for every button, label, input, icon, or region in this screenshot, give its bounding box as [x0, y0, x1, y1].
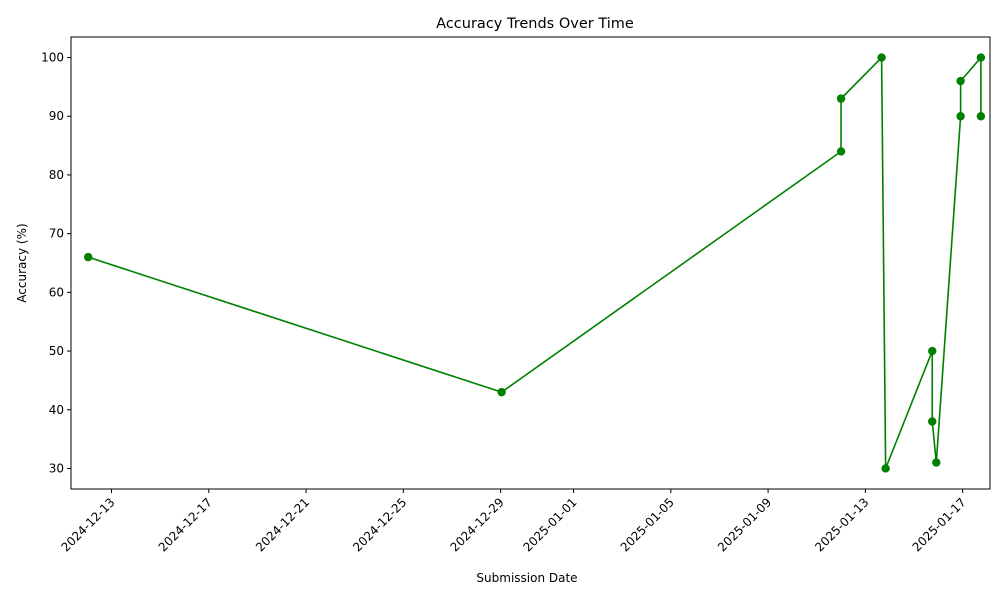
x-tick-label: 2024-12-29 — [448, 495, 507, 554]
data-point — [877, 53, 886, 62]
x-tick-label: 2025-01-17 — [910, 495, 969, 554]
y-tick-label: 100 — [41, 51, 64, 65]
data-point — [976, 112, 986, 121]
y-tick-label: 40 — [49, 403, 64, 417]
data-point — [928, 417, 937, 426]
data-point — [836, 147, 846, 156]
data-point — [836, 94, 846, 103]
data-point — [928, 346, 937, 356]
y-tick-label: 60 — [49, 285, 64, 299]
x-tick-label: 2024-12-13 — [58, 495, 117, 554]
x-tick-label: 2024-12-17 — [156, 495, 215, 554]
x-tick-label: 2025-01-09 — [715, 495, 774, 554]
x-tick-label: 2024-12-25 — [350, 495, 409, 554]
data-point — [84, 252, 93, 262]
x-axis-label: Submission Date — [476, 571, 577, 585]
x-tick-label: 2025-01-05 — [618, 495, 677, 554]
y-tick-label: 70 — [49, 227, 64, 241]
y-tick-label: 50 — [49, 344, 64, 358]
y-axis: 30 40 50 60 70 80 90 100 — [41, 51, 71, 475]
plot-frame — [70, 36, 991, 490]
y-axis-label: Accuracy (%) — [15, 223, 29, 302]
y-tick-label: 80 — [49, 168, 64, 182]
data-point — [956, 76, 965, 86]
y-tick-label: 90 — [49, 109, 64, 123]
data-point — [976, 53, 986, 62]
x-tick-label: 2024-12-21 — [253, 495, 312, 554]
data-point — [932, 458, 941, 467]
x-tick-label: 2025-01-13 — [812, 495, 871, 554]
data-point — [881, 464, 890, 473]
y-tick-label: 30 — [49, 461, 64, 475]
chart-title: Accuracy Trends Over Time — [436, 16, 634, 32]
x-axis: 2024-12-13 2024-12-17 2024-12-21 2024-12-25… — [58, 489, 969, 554]
series-line — [87, 55, 982, 469]
data-point — [497, 387, 506, 397]
series-layer — [84, 53, 986, 473]
data-point — [956, 112, 965, 121]
x-tick-label: 2025-01-01 — [520, 495, 579, 554]
